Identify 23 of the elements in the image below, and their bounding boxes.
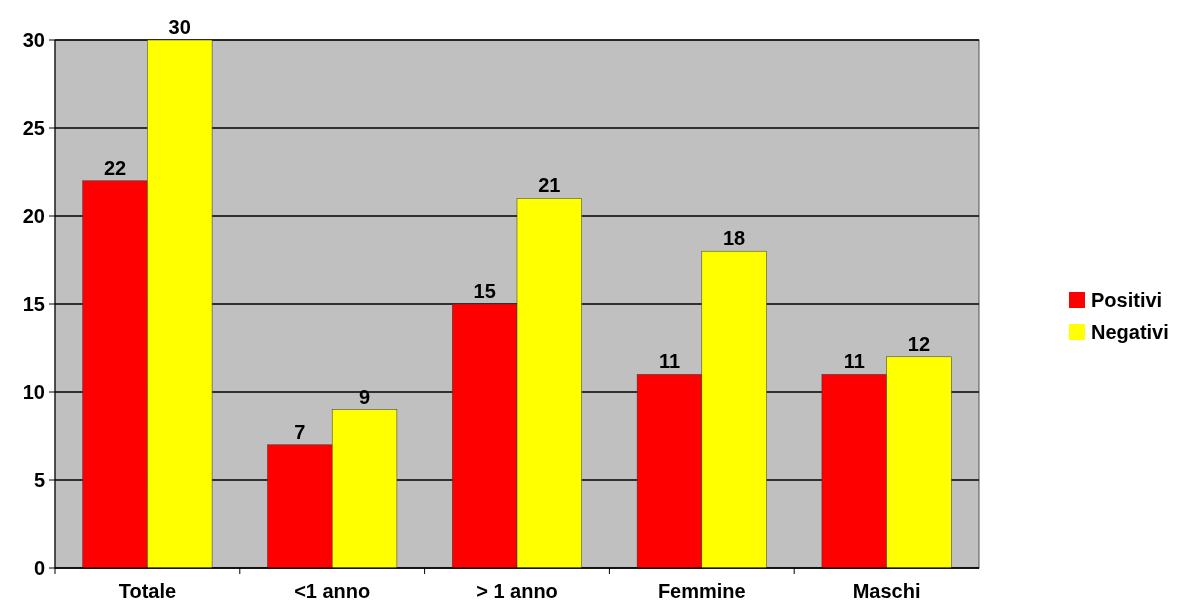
data-label: 21 (538, 174, 561, 197)
data-label: 22 (103, 156, 127, 179)
data-label: 7 (294, 420, 306, 443)
data-label: 11 (843, 350, 865, 373)
x-tick-label: Maschi (852, 580, 921, 602)
y-tick-label: 5 (33, 469, 45, 491)
x-tick-label: > 1 anno (476, 580, 558, 602)
data-label: 12 (907, 332, 931, 355)
legend-label: Positivi (1091, 289, 1163, 311)
y-tick-label: 15 (22, 293, 45, 315)
x-tick-label: Femmine (657, 580, 746, 602)
data-label: 15 (473, 280, 496, 302)
data-label: 30 (168, 16, 191, 38)
y-tick-label: 30 (22, 29, 45, 51)
y-tick-label: 10 (22, 381, 45, 403)
x-tick-label: Totale (118, 580, 177, 602)
data-label: 11 (658, 350, 681, 373)
data-label: 18 (723, 227, 746, 250)
y-tick-label: 25 (22, 117, 45, 139)
legend-label: Negativi (1091, 321, 1169, 343)
y-tick-label: 20 (22, 205, 45, 227)
y-tick-label: 0 (33, 557, 45, 579)
x-tick-label: <1 anno (294, 580, 371, 602)
